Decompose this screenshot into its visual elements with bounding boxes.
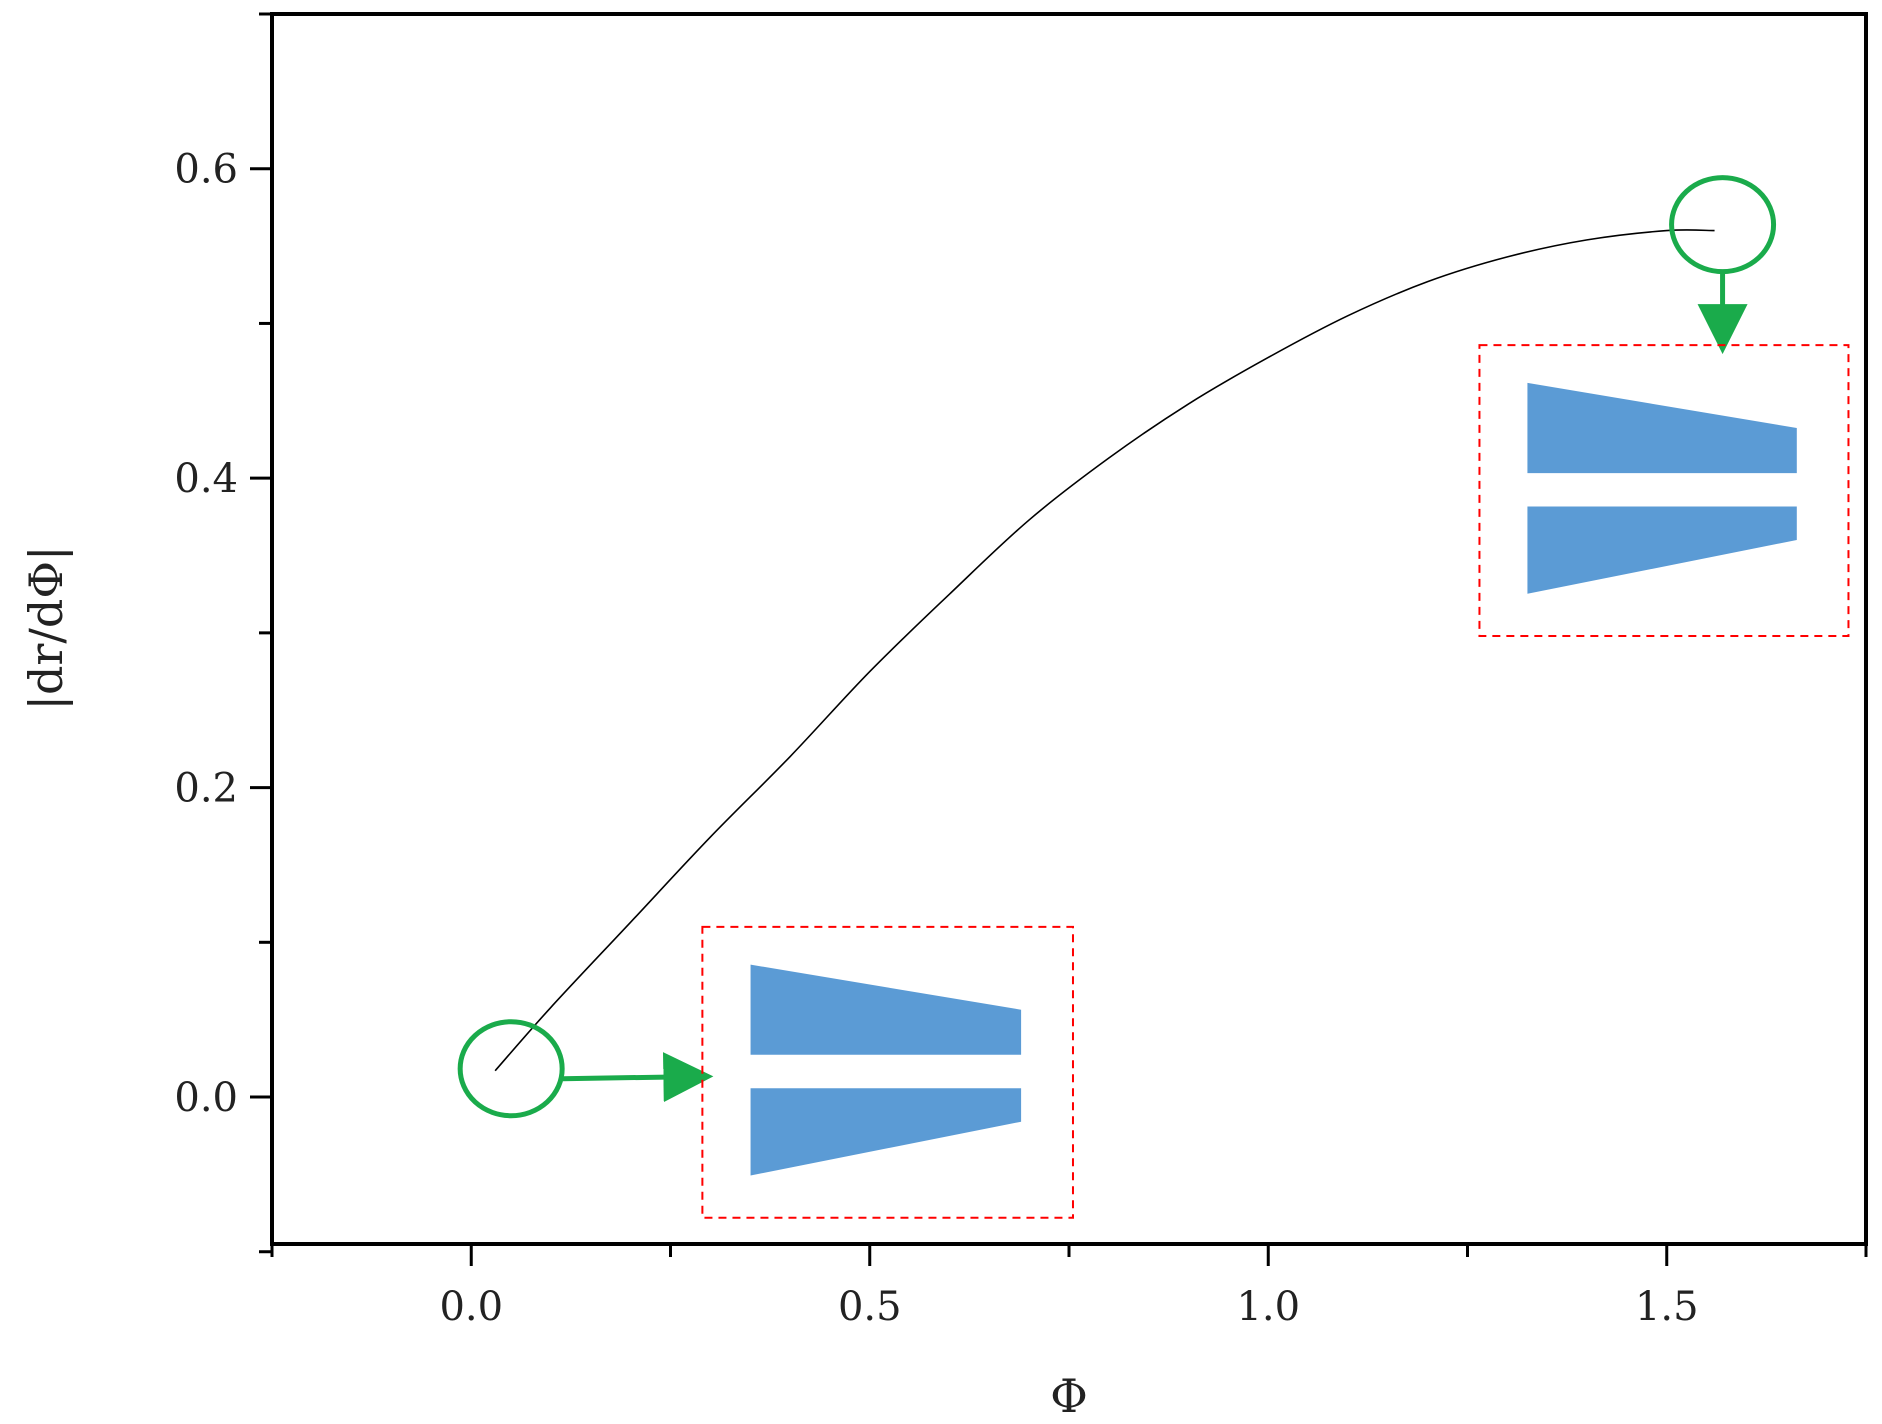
nozzle-upper-wall bbox=[750, 964, 1022, 1055]
x-tick-label: 0.0 bbox=[439, 1284, 503, 1330]
x-tick-label: 1.0 bbox=[1236, 1284, 1300, 1330]
annotations bbox=[457, 175, 1850, 1219]
x-axis-title: Φ bbox=[1050, 1369, 1088, 1423]
annotation-arrow bbox=[562, 1052, 714, 1103]
y-tick-label: 0.6 bbox=[174, 147, 238, 193]
x-tick-label: 0.5 bbox=[838, 1284, 902, 1330]
highlight-circle bbox=[457, 1019, 565, 1119]
y-tick-label: 0.2 bbox=[174, 766, 238, 812]
nozzle-lower-wall bbox=[1527, 506, 1797, 594]
y-tick-label: 0.4 bbox=[174, 456, 238, 502]
nozzle-lower-wall bbox=[750, 1088, 1022, 1176]
inset-box bbox=[701, 925, 1074, 1219]
series-line bbox=[494, 229, 1715, 1072]
axis-ticks bbox=[250, 12, 1868, 1266]
x-tick-label: 1.5 bbox=[1635, 1284, 1699, 1330]
nozzle-upper-wall bbox=[1527, 382, 1797, 474]
axis-tick-labels: 0.0 0.5 1.0 1.5 0.0 0.2 0.4 0.6 bbox=[174, 147, 1698, 1330]
y-axis-title: |dr/dΦ| bbox=[19, 545, 73, 710]
inset-box bbox=[1478, 344, 1850, 637]
highlight-circle bbox=[1669, 175, 1777, 275]
plot-frame bbox=[270, 12, 1868, 1246]
y-tick-label: 0.0 bbox=[174, 1075, 238, 1121]
